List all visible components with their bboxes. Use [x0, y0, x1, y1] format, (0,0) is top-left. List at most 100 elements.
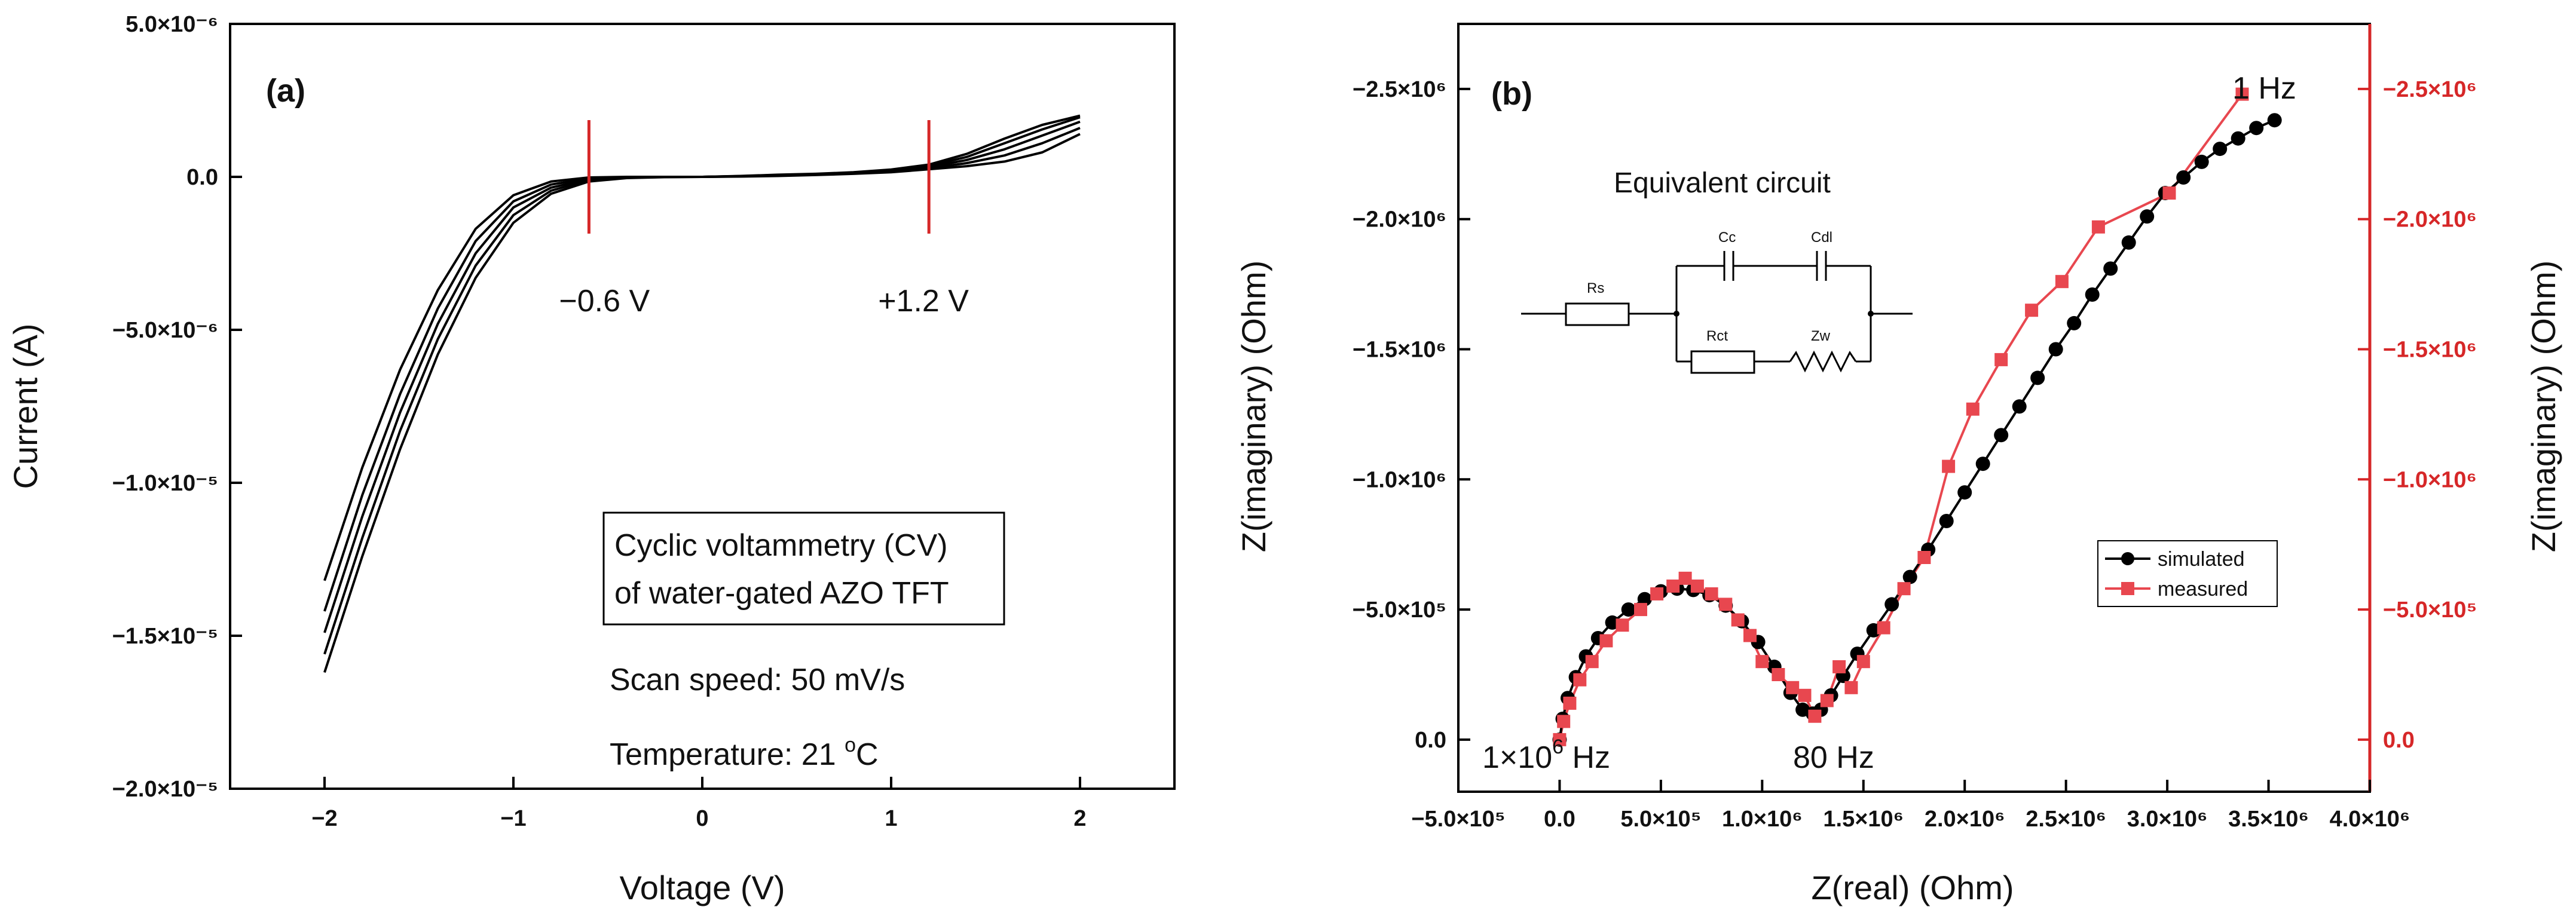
simulated-point — [1975, 456, 1990, 471]
simulated-point — [2249, 121, 2264, 136]
measured-point — [1844, 681, 1858, 694]
measured-point — [1563, 696, 1577, 710]
simulated-point — [1884, 597, 1899, 612]
simulated-point — [2194, 154, 2209, 169]
measured-point — [1832, 660, 1846, 673]
measured-point — [1917, 551, 1931, 564]
measured-point — [1690, 579, 1704, 593]
annotation-box-line1: Cyclic voltammetry (CV) — [614, 528, 948, 563]
y-tick-label-a: −1.0×10⁻⁵ — [112, 471, 218, 496]
cv-curves — [323, 114, 1081, 673]
simulated-point — [2030, 370, 2045, 385]
measured-point — [1650, 587, 1664, 601]
simulated-point — [2012, 399, 2027, 414]
x-tick-label-b: 5.0×10⁵ — [1620, 807, 1701, 832]
simulated-point — [2231, 131, 2245, 146]
annotation-box-line2: of water-gated AZO TFT — [614, 576, 949, 611]
measured-point — [1731, 613, 1745, 627]
x-axis-ticks-a: −2 −1 0 1 2 — [311, 777, 1087, 831]
measured-point — [1897, 582, 1911, 596]
panel-a: −2 −1 0 1 2 5.0×10⁻⁶ 0.0 −5.0×10⁻⁶ −1.0×10⁻⁵ −1.… — [7, 12, 1176, 906]
label-cc: Cc — [1718, 229, 1736, 246]
x-tick-label-b: 1.0×10⁶ — [1722, 807, 1803, 832]
measured-point — [1719, 598, 1733, 611]
panel-label-b: (b) — [1491, 76, 1532, 112]
simulated-line — [1558, 119, 2275, 740]
measured-point — [1786, 681, 1800, 694]
y-tick-label-b-left: 0.0 — [1415, 728, 1446, 753]
y-tick-label-a: 0.0 — [186, 165, 218, 190]
legend-frame — [2097, 540, 2278, 607]
y-axis-title-b-right: Z(imaginary) (Ohm) — [2525, 261, 2562, 552]
measured-point — [1557, 715, 1571, 728]
y-axis-title-a: Current (A) — [7, 324, 44, 489]
y-tick-label-a: −1.5×10⁻⁵ — [112, 624, 218, 649]
simulated-point — [2067, 315, 2082, 330]
x-tick-label-b: 4.0×10⁶ — [2330, 807, 2410, 832]
simulated-point — [2103, 261, 2118, 276]
measured-point — [1599, 634, 1613, 648]
y-tick-label-b-left: −1.5×10⁶ — [1353, 337, 1446, 362]
resistor-rs — [1565, 302, 1630, 326]
y-axis-title-b-left: Z(imaginary) (Ohm) — [1235, 261, 1272, 552]
simulated-point — [2267, 113, 2282, 128]
x-tick-label-b: 2.0×10⁶ — [1925, 807, 2005, 832]
equivalent-circuit: Equivalent circuit Rs Cc Cdl Rct Zw — [1521, 167, 1913, 374]
y-tick-label-a: −5.0×10⁻⁶ — [112, 318, 218, 343]
y-tick-label-b-right: −1.0×10⁶ — [2383, 467, 2477, 492]
y-tick-label-a: 5.0×10⁻⁶ — [126, 12, 218, 37]
legend-marker-simulated — [2121, 552, 2134, 565]
measured-point — [1666, 579, 1680, 593]
simulated-point — [1902, 569, 1917, 584]
y-tick-label-b-left: −2.5×10⁶ — [1353, 77, 1446, 102]
measured-point — [1942, 459, 1956, 473]
legend-marker-measured — [2121, 582, 2134, 595]
simulated-point — [2140, 209, 2155, 224]
x-tick-label-a: 0 — [696, 806, 708, 831]
x-tick-label-a: 1 — [885, 806, 897, 831]
simulated-point — [2213, 142, 2228, 157]
measured-point — [1585, 655, 1599, 669]
simulated-point — [2085, 287, 2100, 302]
measured-point — [2055, 275, 2069, 289]
voltage-marker-label: +1.2 V — [878, 284, 969, 318]
measured-point — [1755, 655, 1769, 669]
annotation-box — [602, 511, 1005, 626]
measured-point — [1634, 603, 1647, 617]
y-axis-ticks-b-right: −2.5×10⁶ −2.0×10⁶ −1.5×10⁶ −1.0×10⁶ −5.0×10⁵… — [2358, 77, 2477, 753]
measured-point — [1877, 621, 1890, 635]
x-tick-label-a: 2 — [1073, 806, 1086, 831]
label-cdl: Cdl — [1811, 229, 1832, 246]
measured-point — [1966, 402, 1980, 416]
y-tick-label-b-left: −1.0×10⁶ — [1353, 467, 1446, 492]
freq-label-1hz: 1 Hz — [2232, 71, 2296, 106]
scan-speed-text: Scan speed: 50 mV/s — [610, 663, 905, 697]
measured-point — [1798, 688, 1812, 702]
simulated-point — [1637, 592, 1652, 606]
y-axis-ticks-a: 5.0×10⁻⁶ 0.0 −5.0×10⁻⁶ −1.0×10⁻⁵ −1.5×10⁻⁵ −2… — [112, 12, 242, 802]
y-tick-label-b-right: −2.5×10⁶ — [2383, 77, 2477, 102]
measured-point — [1808, 709, 1822, 723]
y-tick-label-b-right: −2.0×10⁶ — [2383, 207, 2477, 232]
measured-point — [1705, 587, 1718, 601]
simulated-point — [2048, 342, 2063, 357]
measured-point — [1820, 694, 1834, 707]
measured-point — [2025, 304, 2039, 317]
temperature-text: Temperature: 21 oC — [610, 734, 879, 772]
simulated-point — [1994, 428, 2009, 443]
label-zw: Zw — [1811, 328, 1831, 344]
cv-curve-5 — [323, 114, 1081, 581]
simulated-point — [1957, 485, 1972, 500]
measured-point — [1616, 618, 1629, 632]
voltage-marker-label: −0.6 V — [559, 284, 650, 318]
y-axis-ticks-b-left: −2.5×10⁶ −2.0×10⁶ −1.5×10⁶ −1.0×10⁶ −5.0×10⁵… — [1353, 77, 1470, 753]
simulated-point — [1939, 514, 1954, 528]
measured-point — [1553, 733, 1567, 746]
measured-point — [2235, 87, 2249, 101]
x-tick-label-b: 1.5×10⁶ — [1823, 807, 1904, 832]
measured-point — [2162, 186, 2176, 200]
measured-point — [1743, 629, 1757, 642]
measured-point — [1856, 655, 1870, 669]
x-tick-label-b: 3.5×10⁶ — [2228, 807, 2309, 832]
